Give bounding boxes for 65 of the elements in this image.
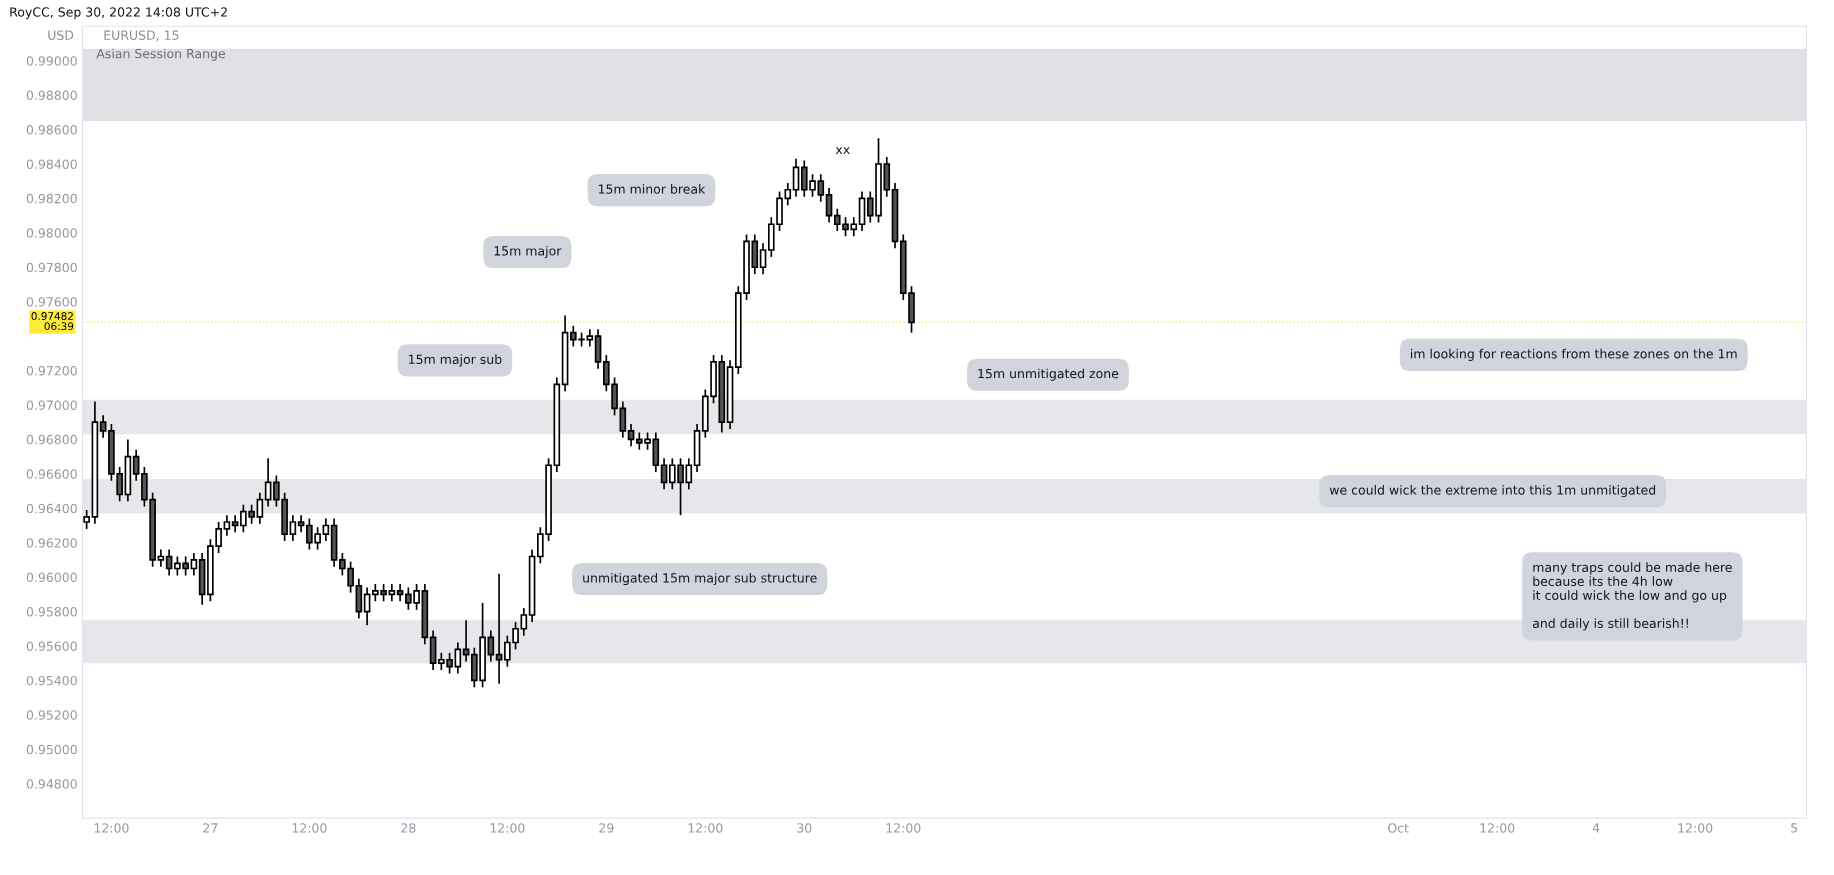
band-label: Asian Session Range <box>96 48 226 61</box>
x-tick-label: 12:00 <box>490 823 525 833</box>
annotation: 15m minor break <box>598 184 706 194</box>
x-tick-label: 12:00 <box>1678 823 1713 833</box>
y-tick-label: 0.96200 <box>26 538 77 548</box>
annotation: we could wick the extreme into this 1m unmitigated <box>1329 485 1656 498</box>
candlestick <box>825 187 833 224</box>
text: RoyCC, Sep 30, 2022 14:08 UTC+2 <box>10 7 227 20</box>
y-tick-label: 0.96600 <box>26 469 77 479</box>
candlestick <box>792 157 800 198</box>
y-tick-label: 0.95800 <box>26 607 77 617</box>
y-tick-label: 0.94800 <box>26 779 77 789</box>
annotation: unmitigated 15m major sub structure <box>583 572 817 586</box>
y-tick-label: 0.95000 <box>26 744 77 755</box>
candlestick <box>627 423 635 448</box>
y-tick-label: 0.97200 <box>26 366 77 376</box>
x-tick-label: 5 <box>1791 823 1797 833</box>
y-tick-label: 0.95400 <box>26 675 77 686</box>
text: many traps could be made here because its the 4h low it could wick the low and go up and daily is still bearish!! <box>1532 562 1732 631</box>
y-tick-label: 0.98800 <box>26 90 77 101</box>
candlestick <box>322 517 330 542</box>
y-tick-label: 0.96400 <box>26 503 77 514</box>
annotation: xx <box>835 147 850 155</box>
annotation: im looking for reactions from these zones on the 1m <box>1411 348 1737 361</box>
annotation: 15m major sub <box>409 354 502 367</box>
candlestick <box>495 572 503 685</box>
y-axis-title: USD <box>48 30 74 40</box>
y-tick-label: 0.95200 <box>26 710 77 720</box>
candlestick <box>759 242 767 275</box>
y-tick-label: 0.98600 <box>26 125 77 135</box>
x-tick-label: 28 <box>401 823 416 833</box>
candlestick <box>223 514 231 537</box>
y-tick-label: 0.95600 <box>26 641 77 651</box>
y-tick-label: 0.97800 <box>26 262 77 273</box>
candlestick <box>256 491 264 525</box>
chart-title: EURUSD, 15 <box>104 30 179 42</box>
candlestick <box>619 400 627 439</box>
y-tick-label: 0.98000 <box>26 228 77 238</box>
y-tick-label: 0.96000 <box>26 572 77 583</box>
y-tick-label: 0.97000 <box>26 400 77 410</box>
y-tick-label: 0.97600 <box>26 297 77 307</box>
y-tick-label: 0.98400 <box>26 159 77 169</box>
x-tick-label: Oct <box>1388 823 1409 833</box>
x-tick-label: 27 <box>203 823 218 833</box>
candlestick <box>83 509 90 530</box>
x-tick-label: 30 <box>797 823 812 833</box>
candlestick <box>520 607 528 637</box>
annotation: 15m major <box>494 245 562 258</box>
candlestick <box>99 414 107 439</box>
y-tick-label: 0.99000 <box>26 56 77 66</box>
candlestick <box>660 457 668 491</box>
annotation: 15m unmitigated zone <box>978 368 1119 381</box>
ref-line-label: 0.97482 06:39 <box>31 312 74 331</box>
y-tick-label: 0.96800 <box>26 434 77 445</box>
x-tick-label: 29 <box>599 823 614 833</box>
candlestick <box>190 552 198 577</box>
x-tick-label: 12:00 <box>688 823 723 833</box>
x-tick-label: 12:00 <box>886 823 921 833</box>
x-tick-label: 4 <box>1592 823 1600 833</box>
candlestick <box>132 448 140 482</box>
candlestick <box>289 514 297 542</box>
y-tick-label: 0.98200 <box>26 193 77 204</box>
x-tick-label: 12:00 <box>94 823 129 833</box>
x-tick-label: 12:00 <box>1480 823 1515 833</box>
x-tick-label: 12:00 <box>292 823 327 833</box>
